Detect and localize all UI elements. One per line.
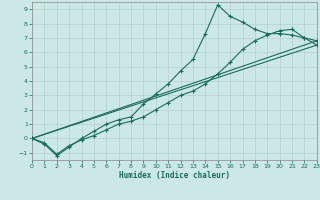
- X-axis label: Humidex (Indice chaleur): Humidex (Indice chaleur): [119, 171, 230, 180]
